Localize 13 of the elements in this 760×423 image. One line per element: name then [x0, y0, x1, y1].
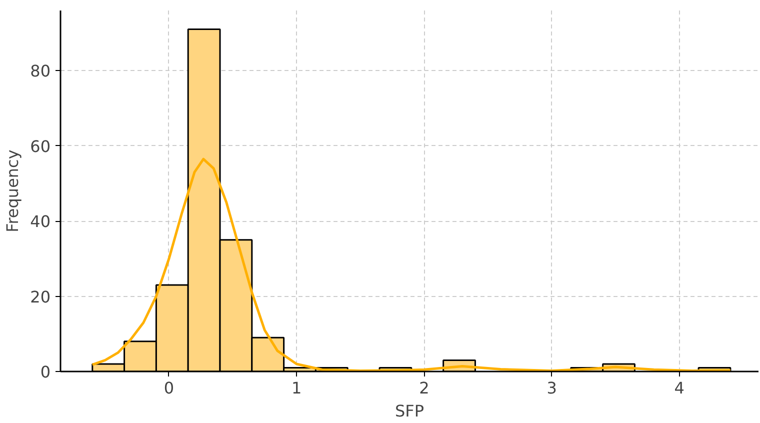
y-tick-label: 20 [30, 287, 50, 306]
y-tick-label: 80 [30, 62, 50, 81]
x-axis-title: SFP [394, 402, 424, 420]
x-tick-label: 3 [546, 378, 557, 398]
x-tick-label: 4 [674, 378, 684, 398]
line-series [91, 158, 732, 372]
y-tick-label: 60 [30, 136, 50, 156]
x-tick-label: 2 [419, 378, 430, 398]
x-tick-label: 0 [164, 378, 174, 398]
x-tick-label: 1 [291, 378, 302, 398]
y-tick-label: 0 [40, 362, 51, 382]
y-axis-title: Frequency [3, 150, 22, 232]
y-tick-label: 40 [30, 212, 50, 232]
